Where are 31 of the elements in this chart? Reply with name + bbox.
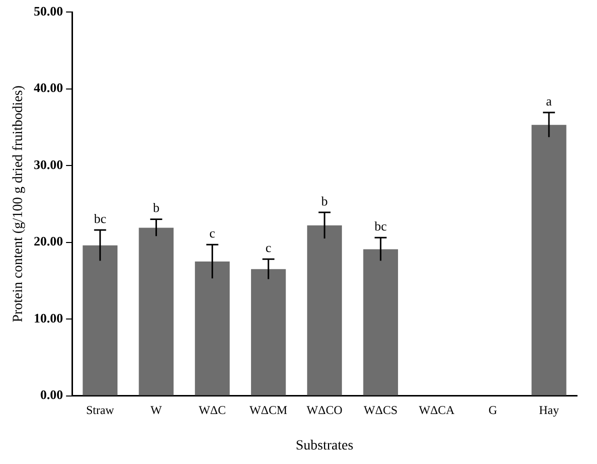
bar <box>194 261 230 396</box>
x-tick-label: G <box>488 403 498 418</box>
x-tick-label: Straw <box>86 403 114 418</box>
annotation: a <box>546 93 552 108</box>
x-tick-label: WΔCA <box>418 403 455 418</box>
annotation: bc <box>374 218 387 234</box>
annotation: c <box>209 226 216 241</box>
x-tick-label: Hay <box>538 403 559 418</box>
x-axis-title: Substrates <box>296 438 354 454</box>
y-tick-label: 20.00 <box>34 234 64 249</box>
bar <box>307 225 342 396</box>
bar <box>82 245 118 396</box>
x-tick-label: WΔCM <box>250 403 288 418</box>
y-tick-label: 40.00 <box>34 80 64 96</box>
y-axis-title: Protein content (g/100 g dried fruitbodies) <box>11 85 26 322</box>
y-tick-label: 30.00 <box>34 156 64 172</box>
y-tick-label: 10.00 <box>34 310 64 326</box>
x-tick-label: WΔCO <box>306 403 343 418</box>
x-tick-label: W <box>150 403 163 418</box>
annotation: b <box>152 200 160 216</box>
annotation: c <box>266 240 272 256</box>
y-tick-label: 0.00 <box>40 387 64 402</box>
annotation: bc <box>94 210 106 226</box>
y-tick-label: 50.00 <box>34 3 64 18</box>
x-tick-label: WΔCS <box>364 403 398 418</box>
bar <box>532 124 566 396</box>
bar <box>138 228 174 396</box>
bar <box>363 249 398 396</box>
bar <box>251 269 286 396</box>
annotation: b <box>321 193 328 208</box>
x-tick-label: WΔC <box>198 403 226 418</box>
